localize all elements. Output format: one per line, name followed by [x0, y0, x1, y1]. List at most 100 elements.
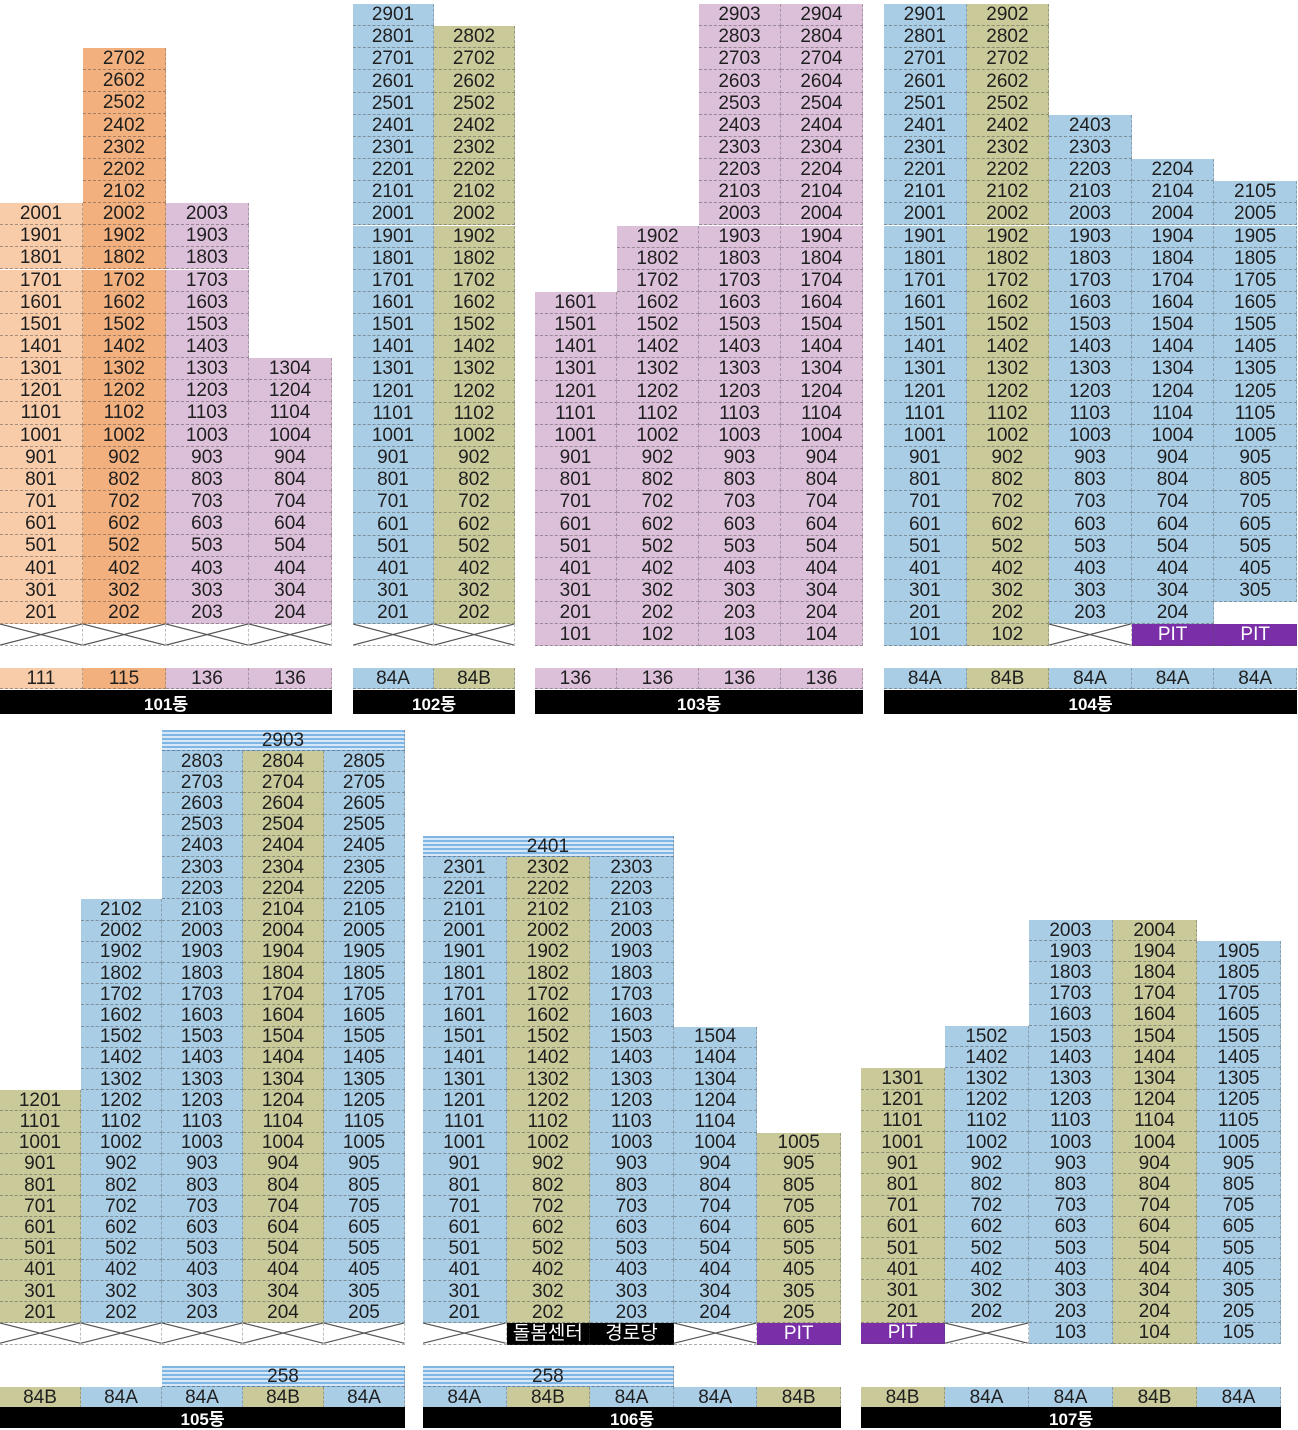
- unit-cell: 1602: [81, 1005, 162, 1027]
- unit-cell: 501: [353, 535, 434, 558]
- unit-cell: 1303: [1049, 358, 1132, 381]
- unit-cell: 1203: [590, 1090, 674, 1112]
- unit-cell: 201: [535, 602, 617, 625]
- unit-cell: 1805: [1214, 247, 1297, 270]
- unit-cell: 803: [1029, 1174, 1113, 1196]
- unit-type-cell: 111: [0, 668, 83, 689]
- unit-cell: 1104: [1131, 402, 1215, 425]
- unit-cell: 404: [673, 1259, 758, 1281]
- unit-cell: 803: [590, 1175, 674, 1197]
- unit-cell: 2503: [162, 814, 243, 836]
- unit-cell: 2301: [884, 136, 967, 160]
- unit-cell: 2201: [423, 878, 507, 900]
- unit-cell: 1201: [423, 1090, 507, 1112]
- unit-cell: 2505: [324, 814, 405, 836]
- unit-cell: 1205: [1197, 1089, 1281, 1111]
- unit-cell: 1703: [166, 269, 249, 292]
- unit-cell: 1903: [1049, 225, 1132, 248]
- unit-cell: 2702: [434, 48, 515, 71]
- unit-cell: 804: [1131, 469, 1215, 492]
- empty-cross-icon: [674, 1323, 757, 1343]
- unit-cell: 2302: [434, 136, 515, 160]
- unit-cell: 1302: [966, 358, 1050, 381]
- unit-cell: 705: [324, 1196, 405, 1218]
- unit-cell: 2401: [353, 114, 434, 137]
- unit-cell: 703: [1049, 491, 1132, 514]
- unit-cell: 1601: [884, 291, 967, 315]
- unit-cell: 2702: [966, 48, 1050, 71]
- unit-cell: 901: [0, 1153, 81, 1175]
- unit-cell: 1304: [243, 1069, 324, 1091]
- unit-cell: 2003: [166, 203, 249, 226]
- building-label: 101동: [0, 690, 332, 714]
- unit-cell: 1601: [353, 291, 434, 315]
- unit-cell: 1703: [590, 984, 674, 1006]
- unit-cell: 703: [590, 1196, 674, 1218]
- unit-cell: 505: [1197, 1238, 1281, 1260]
- unit-cell: 1803: [162, 963, 243, 985]
- unit-cell: 1304: [1131, 358, 1215, 381]
- unit-cell: 2103: [699, 181, 781, 204]
- unit-cell: 2203: [590, 878, 674, 900]
- unit-cell: 1604: [243, 1005, 324, 1027]
- unit-cell: 404: [249, 557, 332, 580]
- unit-cell: 1303: [590, 1069, 674, 1091]
- unit-cell: 1001: [535, 424, 617, 447]
- unit-cell: 1004: [781, 424, 863, 447]
- empty-ground-cell: [0, 623, 83, 647]
- unit-cell: 901: [884, 447, 967, 470]
- unit-cell: 2003: [699, 203, 781, 226]
- unit-cell: 402: [617, 557, 699, 580]
- unit-cell: 303: [1029, 1280, 1113, 1302]
- unit-cell: 1802: [506, 963, 591, 985]
- unit-cell: 1603: [699, 291, 781, 315]
- unit-cell: 1203: [166, 380, 249, 403]
- unit-cell: 1002: [81, 1132, 162, 1154]
- unit-cell: 2201: [884, 159, 967, 182]
- unit-cell: 1404: [243, 1047, 324, 1069]
- empty-cross-icon: [945, 1323, 1028, 1343]
- unit-cell: 403: [1029, 1259, 1113, 1281]
- unit-cell: 1202: [83, 380, 166, 403]
- unit-cell: 1502: [966, 314, 1050, 337]
- unit-cell: 304: [781, 579, 863, 603]
- empty-ground-cell: [945, 1322, 1029, 1344]
- unit-cell: 501: [535, 535, 617, 558]
- unit-cell: 605: [757, 1217, 841, 1239]
- empty-cross-icon: [249, 624, 331, 645]
- unit-cell: 1905: [1197, 941, 1281, 963]
- unit-cell: 1503: [1029, 1026, 1113, 1048]
- unit-cell: 904: [1113, 1153, 1197, 1175]
- unit-cell: 501: [884, 535, 967, 558]
- unit-cell: 2002: [966, 203, 1050, 226]
- unit-cell: 403: [699, 557, 781, 580]
- empty-ground-cell: [166, 623, 249, 647]
- unit-cell: 1004: [673, 1132, 758, 1154]
- unit-cell: 103: [699, 624, 781, 647]
- unit-cell: 101: [535, 624, 617, 647]
- unit-cell: 1304: [1113, 1068, 1197, 1090]
- unit-cell: 1003: [699, 424, 781, 447]
- unit-cell: 2501: [353, 92, 434, 115]
- unit-type-cell: 84B: [243, 1387, 324, 1408]
- unit-cell: 1304: [249, 358, 332, 381]
- unit-cell: 1303: [162, 1069, 243, 1091]
- unit-type-cell: 115: [83, 668, 166, 689]
- unit-cell: 1104: [249, 402, 332, 425]
- unit-cell: 1701: [884, 269, 967, 292]
- unit-cell: 1102: [945, 1110, 1029, 1132]
- unit-cell: 1903: [699, 225, 781, 248]
- unit-cell: 2803: [162, 751, 243, 773]
- unit-cell: 1502: [83, 313, 166, 336]
- unit-cell: 1502: [81, 1026, 162, 1048]
- unit-cell: 803: [166, 468, 249, 491]
- unit-cell: 1503: [166, 313, 249, 336]
- unit-cell: 604: [249, 513, 332, 536]
- unit-cell: 2202: [434, 159, 515, 182]
- unit-cell: 604: [1113, 1216, 1197, 1238]
- unit-cell: 901: [353, 447, 434, 470]
- unit-cell: 602: [83, 513, 166, 536]
- unit-cell: 203: [1049, 602, 1132, 625]
- unit-cell: 301: [861, 1280, 945, 1302]
- unit-cell: 1103: [699, 402, 781, 425]
